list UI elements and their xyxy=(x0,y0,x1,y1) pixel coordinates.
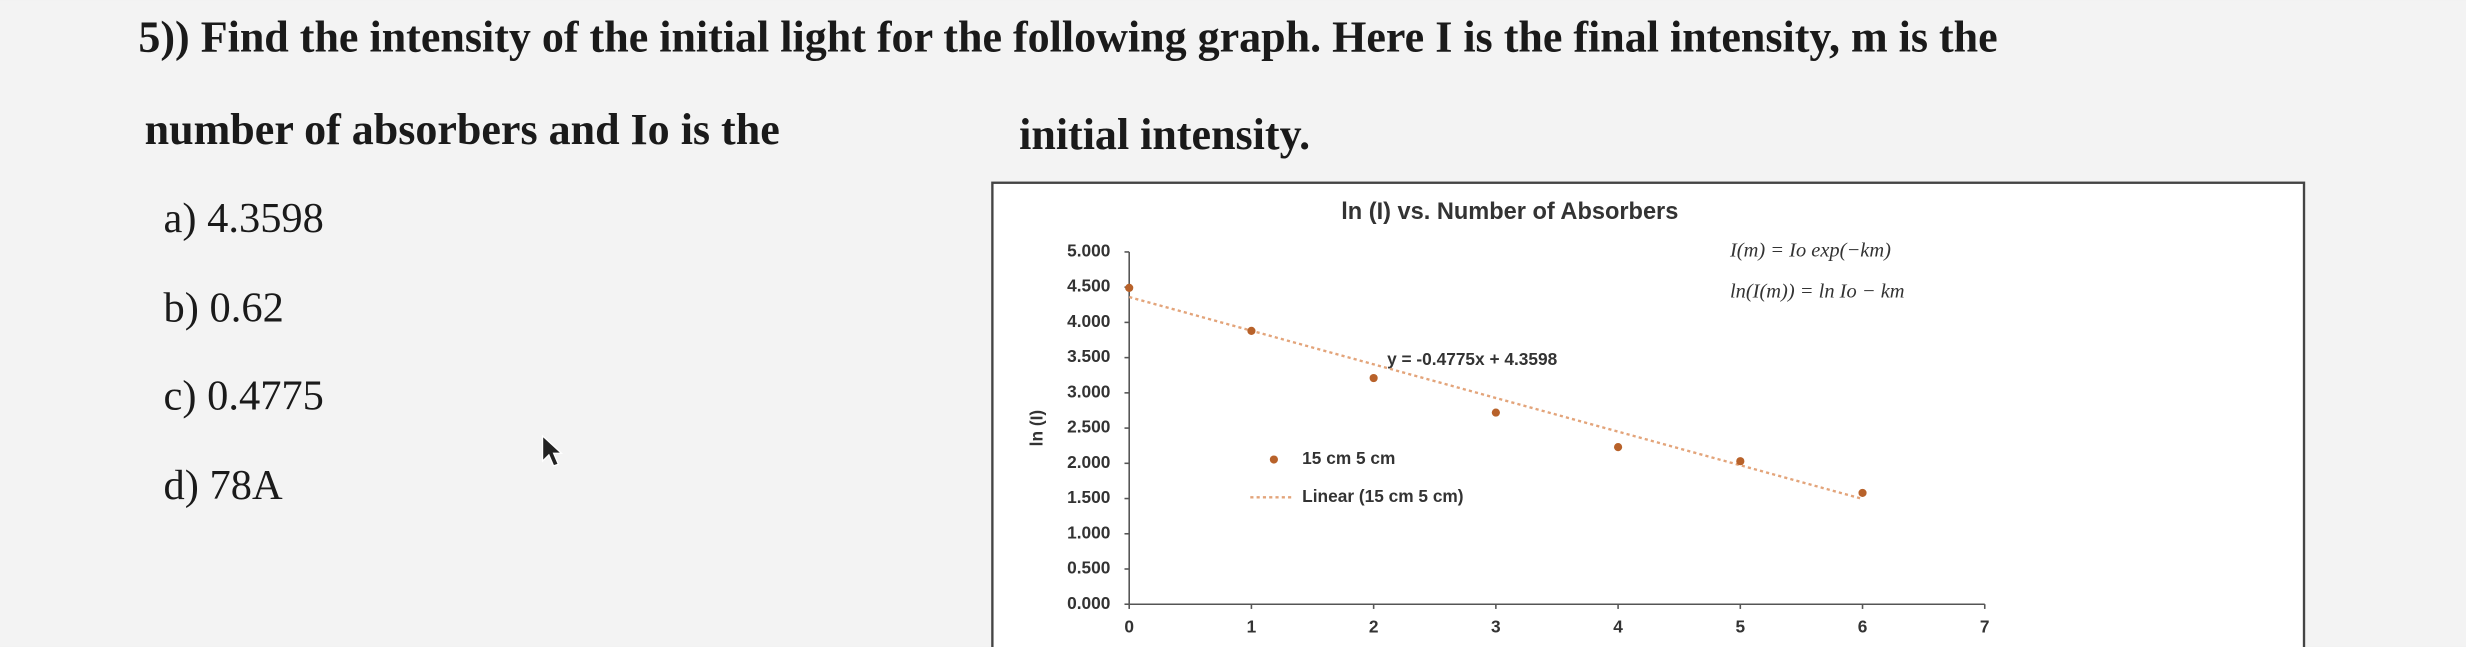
option[interactable]: a) 4.3598 xyxy=(164,195,324,242)
legend-marker xyxy=(1269,455,1278,464)
y-tick-label: 1.000 xyxy=(1067,522,1110,542)
x-tick-label: 5 xyxy=(1735,616,1745,636)
legend-label: Linear (15 cm 5 cm) xyxy=(1302,486,1463,506)
y-tick-label: 5.000 xyxy=(1067,241,1110,261)
option[interactable]: c) 0.4775 xyxy=(164,373,324,420)
data-point xyxy=(1491,408,1500,417)
equation: I(m) = Io exp(−km) xyxy=(1729,240,1891,262)
legend-label: 15 cm 5 cm xyxy=(1302,448,1395,468)
y-tick-label: 3.500 xyxy=(1067,346,1110,366)
chart-frame xyxy=(991,181,2306,647)
x-tick-label: 4 xyxy=(1613,616,1623,636)
question-line: 5)) Find the intensity of the initial li… xyxy=(138,12,1997,61)
question-line: number of absorbers and Io is the xyxy=(145,105,780,154)
x-tick-label: 1 xyxy=(1247,616,1257,636)
x-tick-label: 6 xyxy=(1858,616,1868,636)
y-tick-label: 2.000 xyxy=(1067,452,1110,472)
equation: ln(I(m)) = ln Io − km xyxy=(1730,281,1905,303)
cursor xyxy=(541,434,564,467)
chart-title: ln (I) vs. Number of Absorbers xyxy=(1341,198,1678,224)
data-point xyxy=(1858,488,1867,497)
y-tick-label: 3.000 xyxy=(1067,381,1110,401)
option[interactable]: d) 78A xyxy=(164,462,283,509)
y-tick-label: 0.500 xyxy=(1067,558,1110,578)
question-line: initial intensity. xyxy=(1019,110,1310,159)
y-axis-label: ln (I) xyxy=(1027,410,1047,446)
data-point xyxy=(1736,457,1745,466)
y-tick-label: 4.500 xyxy=(1067,276,1110,296)
y-tick-label: 0.000 xyxy=(1067,593,1110,613)
trendline-label: y = -0.4775x + 4.3598 xyxy=(1387,349,1557,369)
data-point xyxy=(1247,326,1256,335)
data-point xyxy=(1125,283,1134,292)
y-tick-label: 2.500 xyxy=(1067,417,1110,437)
y-tick-label: 1.500 xyxy=(1067,487,1110,507)
y-tick-label: 4.000 xyxy=(1067,311,1110,331)
x-tick-label: 7 xyxy=(1980,616,1990,636)
x-tick-label: 2 xyxy=(1369,616,1379,636)
option[interactable]: b) 0.62 xyxy=(164,284,284,331)
data-point xyxy=(1369,373,1378,383)
x-tick-label: 0 xyxy=(1124,616,1134,636)
data-point xyxy=(1613,443,1623,452)
x-tick-label: 3 xyxy=(1491,616,1501,636)
